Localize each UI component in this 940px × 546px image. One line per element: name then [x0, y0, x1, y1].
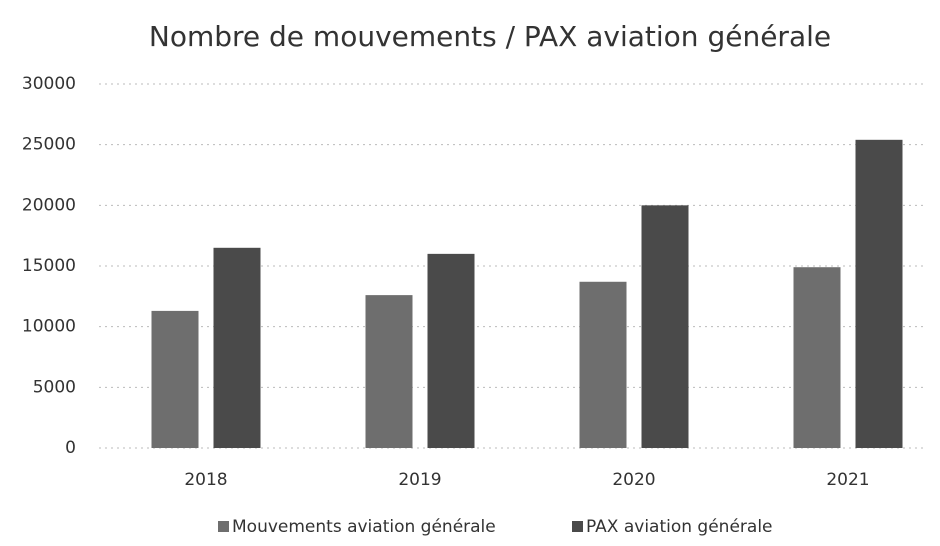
y-tick-label: 20000: [22, 195, 76, 215]
bar: [641, 205, 689, 448]
x-tick-label: 2021: [826, 470, 869, 490]
y-tick-label: 0: [65, 438, 76, 458]
bar: [213, 247, 261, 448]
legend-label: PAX aviation générale: [586, 517, 773, 537]
y-tick-label: 30000: [22, 74, 76, 94]
bar: [855, 139, 903, 448]
legend-swatch: [572, 521, 583, 532]
y-tick-label: 15000: [22, 256, 76, 276]
bar: [365, 295, 413, 448]
bar: [579, 281, 627, 448]
y-tick-label: 10000: [22, 317, 76, 337]
legend-label: Mouvements aviation générale: [232, 517, 496, 537]
bar: [793, 267, 841, 448]
x-tick-label: 2018: [184, 470, 227, 490]
x-tick-label: 2020: [612, 470, 655, 490]
bar: [427, 253, 475, 448]
y-tick-label: 25000: [22, 135, 76, 155]
y-tick-label: 5000: [33, 377, 76, 397]
legend-swatch: [218, 521, 229, 532]
chart-title: Nombre de mouvements / PAX aviation géné…: [149, 20, 831, 53]
x-tick-label: 2019: [398, 470, 441, 490]
bar: [151, 310, 199, 448]
